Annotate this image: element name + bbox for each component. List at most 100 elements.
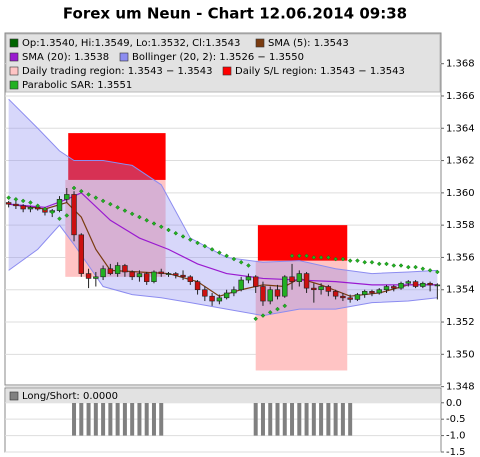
bar [137,402,142,436]
sar-dot [311,255,317,260]
y-tick-label: 1.364 [446,123,475,134]
candle-body [427,282,433,286]
legend-label: Parabolic SAR: 1.3551 [22,80,132,91]
sar-dot [20,198,26,204]
bar [319,402,324,436]
candle-body [71,194,77,236]
candle-body [369,291,375,294]
legend-swatch [222,66,232,76]
candle-body [303,273,310,289]
sar-dot [166,227,171,233]
sar-dot [180,234,186,239]
bars [72,402,353,436]
sar-dot [340,256,346,262]
chart-title: Forex um Neun - Chart 12.06.2014 09:38 [63,5,407,23]
candle-body [354,294,361,300]
y-tick-label: 1.352 [446,317,475,328]
sar-dot [282,303,288,309]
candle-body [56,199,63,211]
sar-dot [267,310,273,315]
candle-body [144,273,150,282]
bar [72,402,77,436]
sar-dot [384,261,389,267]
candle-body [391,286,397,289]
sar-dot [297,253,302,259]
bar [101,402,106,436]
sar-dot [347,258,353,263]
candle-body [325,286,332,292]
candle-body [13,203,19,207]
y-tick-label: 1.362 [446,156,475,167]
sar-dot [115,205,120,210]
candle-body [85,273,92,279]
bar [108,402,113,436]
y-tick-label: -1.0 [446,431,466,442]
candle-body [187,276,193,282]
bar [348,402,353,436]
sar-dot [188,237,193,242]
candle-body [93,276,99,279]
sar-dot [260,313,266,318]
sar-dot [246,263,251,268]
legend-label: SMA (20): 1.3538 [22,52,109,63]
legend-swatch [119,52,129,62]
candle-body [347,297,353,300]
sar-dot [129,211,135,217]
bar [268,402,273,436]
band-fill [8,99,438,316]
sar-dot [173,230,179,236]
sar-dot [355,258,360,263]
sar-dot [289,253,295,259]
sar-dot [362,260,367,265]
y-tick-label: 1.366 [446,91,475,102]
candle-body [260,286,266,302]
bar [340,402,345,436]
sar-dot [49,209,55,215]
candle-body [340,295,346,299]
sar-dot [398,263,404,268]
sar-dot [64,213,70,218]
candles [5,188,441,306]
candle-body [267,289,273,302]
bar [253,402,258,436]
y-tick-label: 1.358 [446,220,475,231]
sar-dot [79,188,84,194]
y-tick-label: 1.356 [446,252,475,263]
candle-body [405,281,411,284]
y-tick-label: -1.5 [446,447,466,457]
candle-body [78,234,85,274]
bar [144,402,149,436]
y-tick-label: 1.354 [446,285,475,296]
candle-body [282,276,288,297]
bar [159,402,164,436]
region [257,225,348,261]
candle-body [383,286,390,291]
sar-dot [137,214,142,220]
sar-dot [209,247,215,252]
y-tick-label: 1.348 [446,382,475,393]
sar-dot [333,256,338,262]
sar-dot [151,221,157,226]
legend-label: Daily S/L region: 1.3543 − 1.3543 [235,66,405,77]
candle-body [231,289,237,294]
candle-body [434,284,441,287]
candle-body [223,292,230,299]
bar [333,402,338,436]
bar [79,402,84,436]
legend-swatch [255,38,265,48]
sar-dot [28,200,33,205]
sar-dot [158,224,164,230]
sar-dot [93,195,99,200]
sar-dot [71,185,77,191]
candle-body [420,282,426,287]
candle-body [398,282,404,289]
candle-body [412,281,419,287]
sar-dot [144,218,149,223]
sar-dot [195,240,200,246]
candle-body [129,271,135,278]
sar-dot [406,264,411,270]
bar [115,402,120,436]
candle-body [27,207,34,210]
legend-swatch [9,52,19,62]
